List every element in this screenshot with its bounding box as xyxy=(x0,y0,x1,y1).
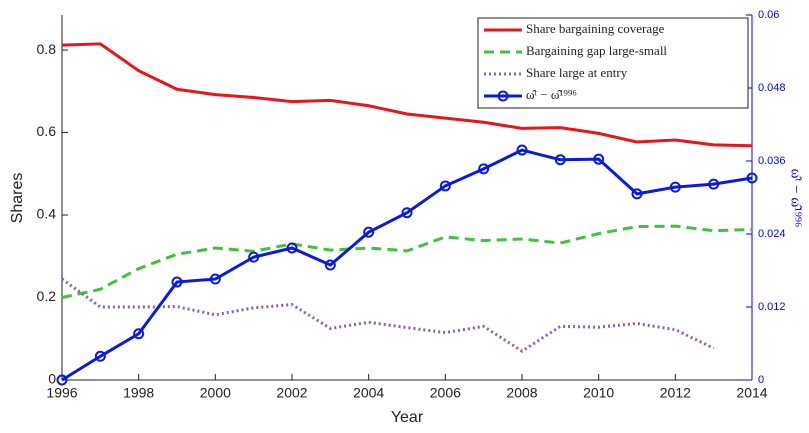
point-marker xyxy=(631,188,643,200)
point-marker xyxy=(324,259,336,271)
point-marker xyxy=(248,251,260,263)
x-tick-label: 2004 xyxy=(353,385,384,401)
y2-tick-label: 0.024 xyxy=(758,228,786,240)
point-marker xyxy=(593,153,605,165)
x-tick-label: 2008 xyxy=(506,385,537,401)
point-marker xyxy=(554,154,566,166)
y-tick-label: 0.4 xyxy=(37,206,57,222)
x-tick-label: 2000 xyxy=(200,385,231,401)
point-marker xyxy=(209,273,221,285)
y-tick-label: 0 xyxy=(48,371,56,387)
legend: Share bargaining coverage Bargaining gap … xyxy=(477,17,749,109)
y-tick-label: 0.6 xyxy=(37,123,57,139)
point-marker xyxy=(708,178,720,190)
legend-label: Share bargaining coverage xyxy=(526,21,665,36)
point-marker xyxy=(439,180,451,192)
x-tick-label: 2010 xyxy=(583,385,614,401)
series-line xyxy=(61,42,753,148)
y2-tick-label: 0.012 xyxy=(758,301,786,313)
series-line xyxy=(61,148,753,382)
legend-label: ω̂ᵗ − ω̂¹⁹⁹⁶ xyxy=(526,87,577,102)
point-marker xyxy=(516,144,528,156)
series-line xyxy=(61,277,715,353)
y-axis-label: Shares xyxy=(9,173,26,224)
y-tick-label: 0.2 xyxy=(37,288,57,304)
x-tick-label: 1996 xyxy=(46,385,77,401)
x-tick-label: 1998 xyxy=(123,385,154,401)
y2-tick-label: 0.06 xyxy=(758,9,779,21)
y2-tick-label: 0.048 xyxy=(758,82,786,94)
y2-axis-label: ω̂ᵗ − ω̂¹⁹⁹⁶ xyxy=(788,169,804,228)
point-marker xyxy=(171,276,183,288)
legend-label: Share large at entry xyxy=(526,65,628,80)
x-tick-label: 2006 xyxy=(430,385,461,401)
x-tick-label: 2012 xyxy=(660,385,691,401)
x-tick-label: 2014 xyxy=(736,385,767,401)
legend-marker xyxy=(497,90,509,102)
point-marker xyxy=(56,374,68,386)
point-marker xyxy=(94,350,106,362)
y2-tick-label: 0.036 xyxy=(758,155,786,167)
point-marker xyxy=(746,172,758,184)
x-axis-label: Year xyxy=(391,409,424,426)
point-marker xyxy=(478,163,490,175)
point-marker xyxy=(401,207,413,219)
point-marker xyxy=(286,242,298,254)
point-marker xyxy=(363,226,375,238)
point-marker xyxy=(669,181,681,193)
point-marker xyxy=(133,328,145,340)
y2-tick-label: 0 xyxy=(758,374,764,386)
legend-label: Bargaining gap large-small xyxy=(526,43,667,58)
y-tick-label: 0.8 xyxy=(37,41,57,57)
legend-box xyxy=(477,17,749,109)
series-line xyxy=(61,224,753,299)
x-tick-label: 2002 xyxy=(276,385,307,401)
